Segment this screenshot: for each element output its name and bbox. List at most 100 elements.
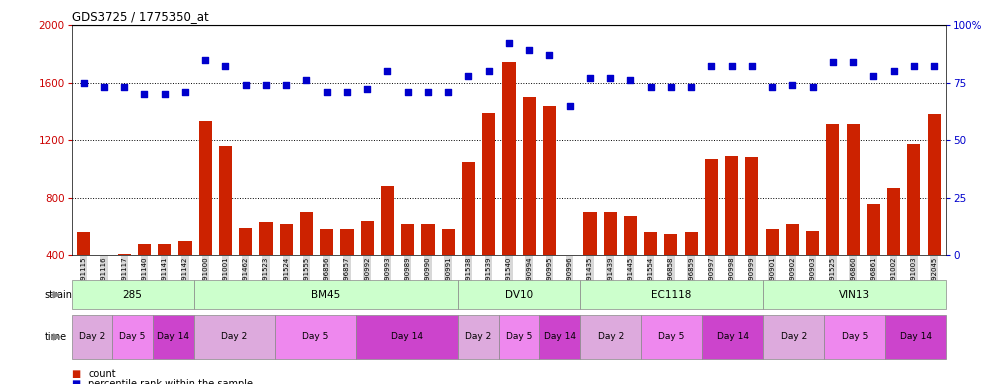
Bar — [78, 232, 90, 313]
Bar — [644, 232, 657, 313]
Text: Day 14: Day 14 — [900, 333, 931, 341]
Text: Day 14: Day 14 — [717, 333, 748, 341]
Point — [521, 47, 537, 53]
Text: Day 2: Day 2 — [597, 333, 624, 341]
Bar — [117, 254, 131, 313]
Bar — [826, 124, 840, 313]
Point — [805, 84, 821, 90]
Bar — [927, 114, 940, 313]
Bar — [603, 212, 616, 313]
Text: EC1118: EC1118 — [651, 290, 692, 300]
Point — [460, 73, 476, 79]
Bar — [583, 212, 596, 313]
Text: Day 2: Day 2 — [780, 333, 807, 341]
Bar — [543, 106, 556, 313]
Text: Day 5: Day 5 — [842, 333, 868, 341]
Bar — [887, 188, 901, 313]
Bar — [178, 241, 192, 313]
Point — [177, 89, 193, 95]
Bar — [240, 228, 252, 313]
Bar — [138, 244, 151, 313]
Text: strain: strain — [45, 290, 73, 300]
Text: Day 2: Day 2 — [465, 333, 492, 341]
Text: Day 5: Day 5 — [302, 333, 329, 341]
Point — [622, 77, 638, 83]
Point — [886, 68, 902, 74]
Point — [866, 73, 882, 79]
Point — [136, 91, 152, 97]
Bar — [441, 229, 455, 313]
Text: Day 14: Day 14 — [392, 333, 423, 341]
Point — [724, 63, 740, 70]
Bar — [320, 229, 333, 313]
Bar — [158, 244, 171, 313]
Bar — [664, 234, 678, 313]
Point — [683, 84, 699, 90]
Text: VIN13: VIN13 — [839, 290, 871, 300]
Bar — [381, 186, 394, 313]
Bar — [847, 124, 860, 313]
Point — [784, 82, 800, 88]
Bar — [806, 231, 819, 313]
Point — [238, 82, 253, 88]
Bar — [402, 223, 414, 313]
Point — [704, 63, 720, 70]
Point — [581, 75, 597, 81]
Point — [380, 68, 396, 74]
Point — [319, 89, 335, 95]
Point — [440, 89, 456, 95]
Bar — [259, 222, 272, 313]
Bar — [746, 157, 758, 313]
Point — [906, 63, 921, 70]
Point — [157, 91, 173, 97]
Text: Day 2: Day 2 — [79, 333, 105, 341]
Point — [278, 82, 294, 88]
Text: percentile rank within the sample: percentile rank within the sample — [88, 379, 253, 384]
Point — [744, 63, 759, 70]
Bar — [523, 97, 536, 313]
Bar — [624, 217, 637, 313]
Point — [420, 89, 436, 95]
Text: time: time — [45, 332, 67, 342]
Point — [258, 82, 274, 88]
Text: Day 5: Day 5 — [506, 333, 532, 341]
Bar — [300, 212, 313, 313]
Point — [76, 79, 91, 86]
Point — [298, 77, 314, 83]
Point — [926, 63, 942, 70]
Bar — [361, 221, 374, 313]
Point — [197, 56, 213, 63]
Bar — [97, 257, 110, 313]
Bar — [340, 229, 354, 313]
Point — [116, 84, 132, 90]
Point — [602, 75, 618, 81]
Point — [542, 52, 558, 58]
Point — [764, 84, 780, 90]
Bar — [502, 62, 516, 313]
Point — [339, 89, 355, 95]
Text: ■: ■ — [72, 379, 81, 384]
Bar — [725, 156, 739, 313]
Point — [359, 86, 375, 93]
Point — [501, 40, 517, 46]
Bar — [765, 229, 778, 313]
Bar — [279, 223, 293, 313]
Point — [96, 84, 112, 90]
Text: count: count — [88, 369, 116, 379]
Text: BM45: BM45 — [311, 290, 341, 300]
Text: DV10: DV10 — [505, 290, 533, 300]
Point — [643, 84, 659, 90]
Bar — [462, 162, 475, 313]
Text: 285: 285 — [122, 290, 142, 300]
Bar — [786, 223, 799, 313]
Point — [825, 59, 841, 65]
Bar — [563, 255, 577, 313]
Bar — [482, 113, 495, 313]
Point — [218, 63, 234, 70]
Text: Day 14: Day 14 — [157, 333, 189, 341]
Bar — [421, 223, 434, 313]
Text: Day 2: Day 2 — [222, 333, 248, 341]
Point — [562, 103, 578, 109]
Text: GDS3725 / 1775350_at: GDS3725 / 1775350_at — [72, 10, 209, 23]
Point — [481, 68, 497, 74]
